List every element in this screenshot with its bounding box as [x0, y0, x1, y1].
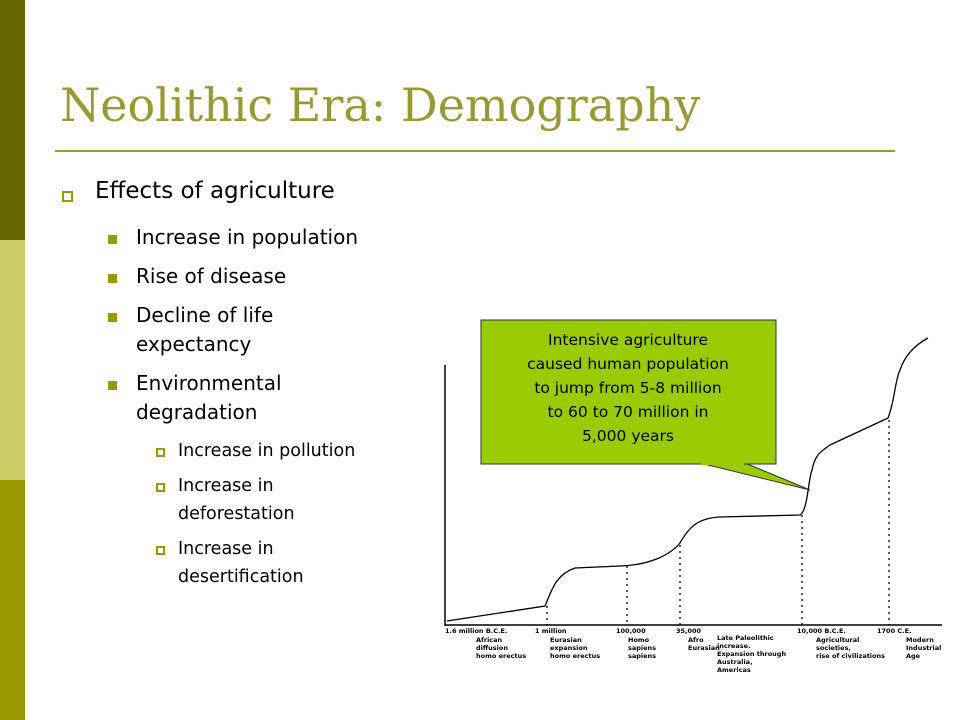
timeline-date: 1 million	[535, 627, 567, 635]
strip	[0, 0, 25, 240]
callout-text: to jump from 5-8 million	[534, 379, 721, 397]
timeline-note: societies,	[816, 644, 851, 652]
bullet-marker	[156, 483, 165, 492]
callout-text: to 60 to 70 million in	[548, 403, 709, 421]
callout-tail	[699, 462, 811, 491]
timeline-date: 1700 C.E.	[877, 627, 912, 635]
timeline-note: Homo	[628, 636, 650, 644]
strip	[0, 240, 25, 480]
bullet-marker	[108, 274, 117, 283]
bullet-text: deforestation	[178, 504, 295, 524]
callout	[480, 319, 777, 465]
bullet-text: Increase in	[178, 476, 274, 496]
bullet-text: degradation	[136, 400, 258, 424]
timeline-note: sapiens	[628, 652, 656, 660]
timeline-note: sapiens	[628, 644, 656, 652]
timeline-date: 1.6 million B.C.E.	[445, 627, 507, 635]
callout-text: Intensive agriculture	[548, 331, 708, 349]
timeline-note: African	[476, 636, 503, 644]
dividers	[546, 420, 890, 625]
bullet-text: Decline of life	[136, 303, 274, 327]
strip	[0, 480, 25, 720]
timeline-note: homo erectus	[550, 652, 600, 660]
bullet-text: Effects of agriculture	[95, 178, 335, 204]
timeline-note: Expansion through	[717, 650, 786, 658]
timeline-date: 35,000	[676, 627, 702, 635]
timeline-note: Australia,	[717, 658, 753, 666]
bullet-text: Increase in population	[136, 225, 359, 249]
title: Neolithic Era: Demography	[60, 78, 701, 132]
population-curve	[446, 337, 929, 622]
bullet-text: Environmental	[136, 371, 282, 395]
bullet-marker	[156, 448, 165, 457]
timeline-note: Late Paleolithic	[717, 634, 774, 642]
timeline-note: Eurasian	[550, 636, 582, 644]
bullet-marker	[156, 546, 165, 555]
timeline-note: homo erectus	[476, 652, 526, 660]
timeline-note: rise of civilizations	[816, 652, 885, 660]
timeline-note: Age	[906, 652, 921, 660]
timeline-note: Industrial	[906, 644, 941, 652]
bullet-text: Rise of disease	[136, 264, 287, 288]
timeline-note: Eurasian	[688, 644, 720, 652]
bullet-marker	[62, 191, 73, 202]
callout-text: 5,000 years	[582, 427, 674, 445]
timeline-note: increase.	[717, 642, 750, 650]
bullet-marker	[108, 313, 117, 322]
timeline-note: Agricultural	[816, 636, 859, 644]
timeline-note: diffusion	[476, 644, 508, 652]
callout-text: caused human population	[527, 355, 729, 373]
bullet-marker	[108, 235, 117, 244]
bullet-text: desertification	[178, 567, 304, 587]
timeline-note: Afro	[688, 636, 704, 644]
bullet-marker	[108, 381, 117, 390]
title-rule	[55, 150, 895, 152]
timeline-note: expansion	[550, 644, 588, 652]
bullet-text: expectancy	[136, 332, 252, 356]
bullet-text: Increase in pollution	[178, 441, 356, 461]
timeline-date: 10,000 B.C.E.	[797, 627, 846, 635]
timeline-date: 100,000	[616, 627, 646, 635]
timeline-note: Modern	[906, 636, 934, 644]
timeline-note: Americas	[717, 666, 751, 674]
bullet-text: Increase in	[178, 539, 274, 559]
